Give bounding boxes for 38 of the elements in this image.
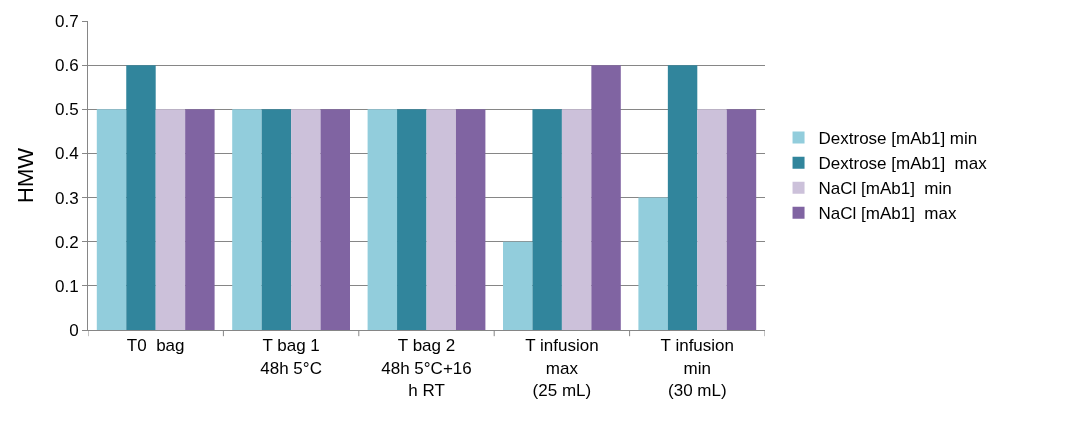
x-tick-label: T bag 1 48h 5°C [260,336,322,378]
bar [291,109,321,330]
bar [232,109,262,330]
bar [667,65,698,330]
legend-label: Dextrose [mAb1] min [818,129,978,149]
y-tick-label: 0.4 [54,144,79,164]
bar [697,109,727,330]
y-tick-label: 0.7 [54,11,79,31]
bar [726,109,757,330]
bar [126,65,156,330]
x-tick-label: T bag 2 48h 5°C+16 h RT [381,336,472,400]
x-tick-label: T infusion min (30 mL) [660,336,734,400]
bar [96,109,127,330]
y-axis-title: HMW [12,147,38,203]
y-tick-label: 0.6 [54,56,79,76]
y-tick-label: 0.5 [54,100,79,120]
bar [185,109,215,330]
y-tick-label: 0.3 [54,188,79,208]
bar [532,109,562,330]
bar [320,109,350,330]
y-tick-label: 0.2 [54,232,79,252]
bar [591,65,621,330]
y-tick-label: 0.1 [54,276,79,296]
bar [455,109,486,330]
y-tick-label: 0 [69,320,79,340]
legend-label: NaCl [mAb1] min [818,179,952,199]
x-tick-label: T0 bag [126,336,185,356]
bar [397,109,427,330]
legend-label: Dextrose [mAb1] max [818,154,988,174]
bar [155,109,186,330]
bar [367,109,398,330]
bar [261,109,292,330]
bar [503,241,533,330]
bar [561,109,592,330]
bar [426,109,456,330]
bar [638,197,668,330]
x-tick-label: T infusion max (25 mL) [525,336,599,400]
legend-label: NaCl [mAb1] max [818,204,957,224]
